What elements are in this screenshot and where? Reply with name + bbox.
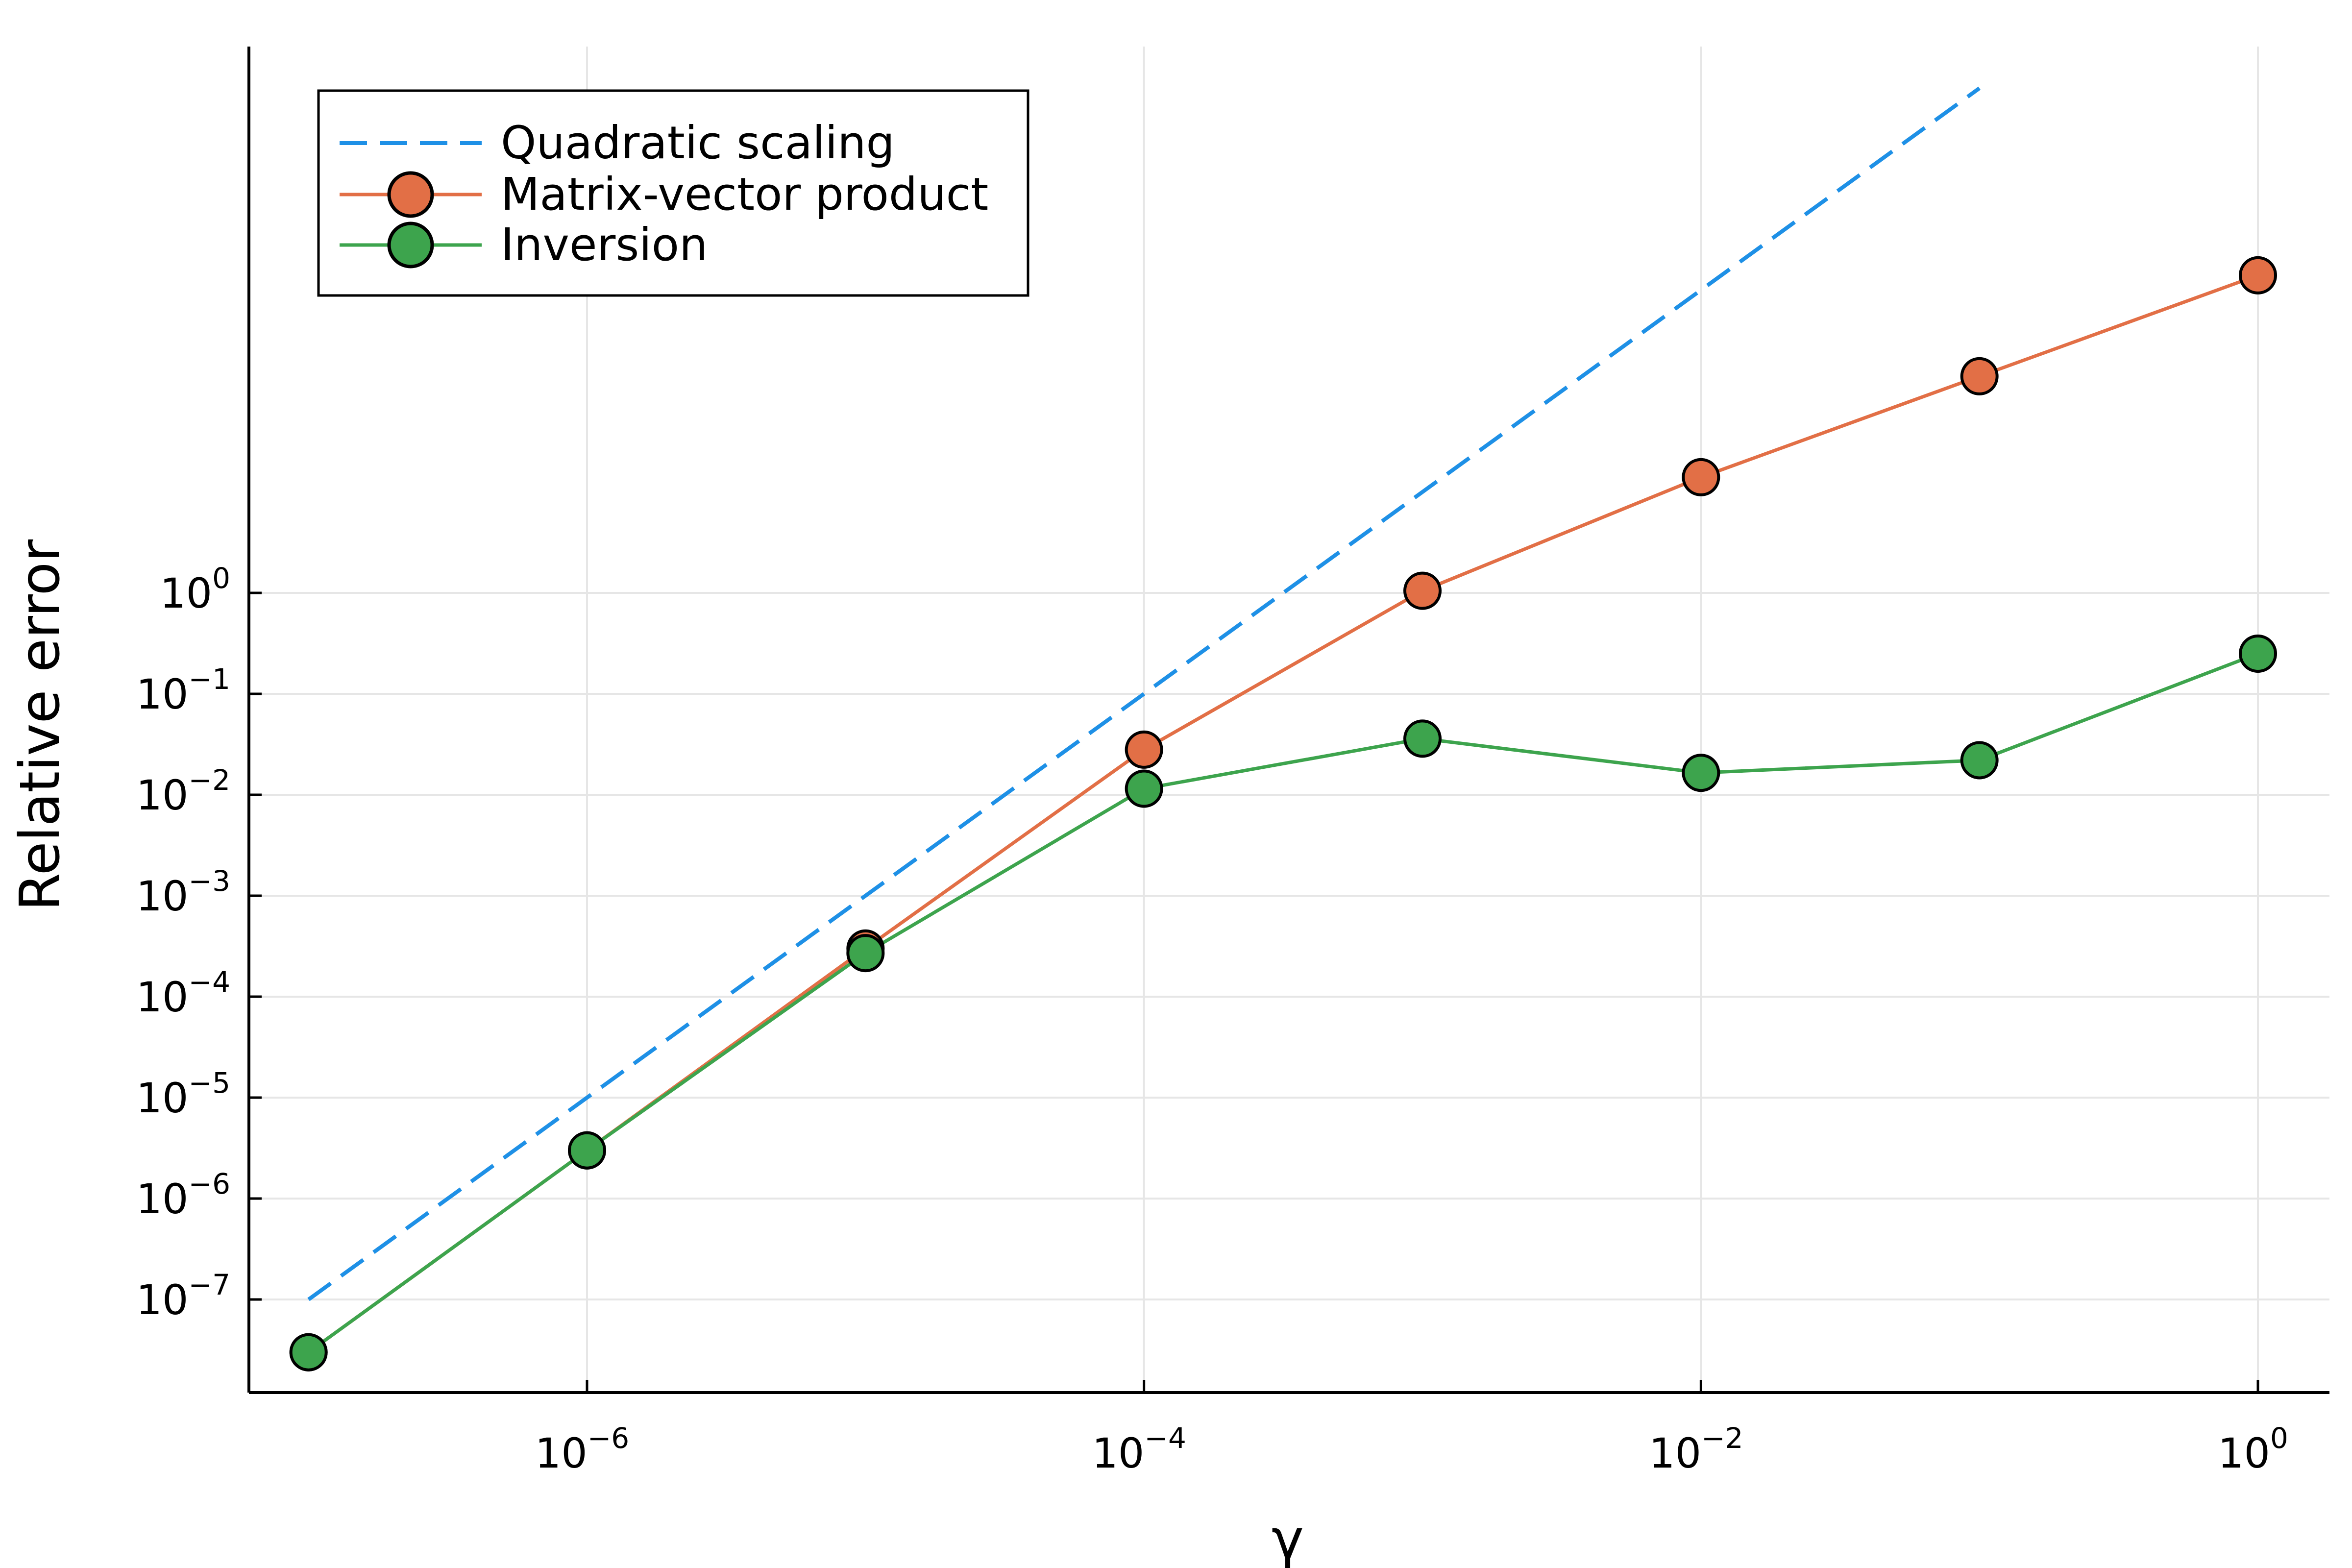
y-tick-label: 10−4 xyxy=(136,965,230,1021)
x-tick-label: 10−4 xyxy=(1092,1421,1186,1477)
y-tick-label: 10−6 xyxy=(136,1167,230,1223)
series-line-matrix-vector-product xyxy=(307,273,2259,1354)
x-tick-label: 10−2 xyxy=(1649,1421,1743,1477)
y-tick-label: 10−2 xyxy=(136,763,230,819)
y-tick-label: 10−3 xyxy=(136,864,230,920)
legend-entry-quadratic-scaling: Quadratic scaling xyxy=(340,117,895,169)
x-tick-label: 10−6 xyxy=(535,1421,629,1477)
tick-labels: 10−6 10−4 10−2 100 10−7 10−6 10−5 10−4 10−3 10−2 1… xyxy=(136,562,2288,1477)
data-point-matrix-vector-product xyxy=(1403,571,1442,610)
legend-marker-inversion xyxy=(387,221,434,269)
data-point-matrix-vector-product xyxy=(1125,730,1163,769)
axes xyxy=(247,47,2329,1394)
legend-entry-inversion: Inversion xyxy=(340,219,708,271)
x-tick-label: 100 xyxy=(2218,1421,2288,1477)
legend-label-inversion: Inversion xyxy=(501,219,708,271)
legend-label-quadratic-scaling: Quadratic scaling xyxy=(501,117,895,169)
series-layer xyxy=(289,86,2277,1372)
data-point-inversion xyxy=(289,1333,328,1372)
data-point-matrix-vector-product xyxy=(2239,256,2277,294)
grid xyxy=(249,47,2329,1393)
data-point-inversion xyxy=(1125,769,1163,808)
y-axis-label: Relative error xyxy=(8,539,72,911)
legend-label-matrix-vector-product: Matrix-vector product xyxy=(501,168,988,220)
data-point-inversion xyxy=(846,934,885,973)
series-line-quadratic-scaling xyxy=(307,86,1981,1301)
data-point-inversion xyxy=(2239,635,2277,673)
series-line-inversion xyxy=(307,652,2259,1354)
legend-entry-matrix-vector-product: Matrix-vector product xyxy=(340,168,988,220)
y-tick-label: 10−7 xyxy=(136,1268,230,1324)
y-tick-label: 10−5 xyxy=(136,1066,230,1122)
legend-marker-matrix-vector-product xyxy=(387,171,434,218)
data-point-matrix-vector-product xyxy=(1682,458,1720,496)
data-point-inversion xyxy=(568,1131,606,1170)
y-tick-label: 100 xyxy=(160,562,230,617)
x-axis-label: γ xyxy=(1272,1508,1304,1568)
data-point-matrix-vector-product xyxy=(1960,357,1999,395)
data-point-inversion xyxy=(1960,741,1999,780)
legend: Quadratic scaling Matrix-vector product … xyxy=(317,89,1029,297)
y-tick-label: 10−1 xyxy=(136,662,230,718)
data-point-inversion xyxy=(1403,719,1442,758)
data-point-inversion xyxy=(1682,754,1720,792)
